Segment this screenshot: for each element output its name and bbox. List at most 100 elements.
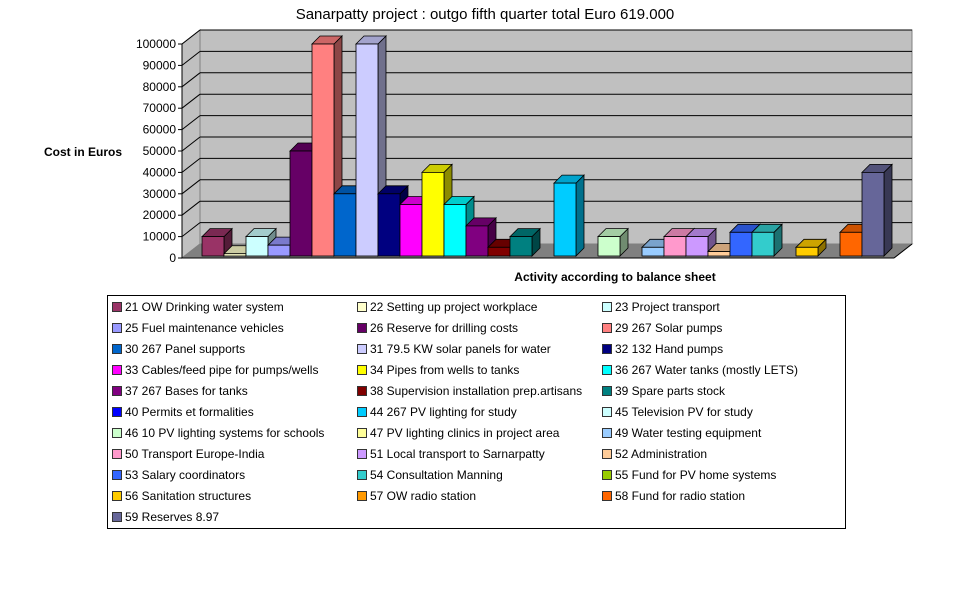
legend-label: 38 Supervision installation prep.artisan… <box>370 384 583 398</box>
legend-label: 40 Permits et formalities <box>125 405 254 419</box>
legend-swatch <box>602 302 612 312</box>
legend-label: 56 Sanitation structures <box>125 489 252 503</box>
bar <box>245 236 269 257</box>
legend-label: 51 Local transport to Sarnarpatty <box>370 447 545 461</box>
x-axis-end <box>893 243 913 259</box>
legend-label: 32 132 Hand pumps <box>615 342 724 356</box>
gridline-side <box>181 179 201 195</box>
bar <box>861 171 885 257</box>
legend-swatch <box>112 491 122 501</box>
legend-label: 47 PV lighting clinics in project area <box>370 426 560 440</box>
gridline-side <box>181 222 201 237</box>
legend-item: 37 267 Bases for tanks <box>112 384 248 398</box>
legend-swatch <box>357 491 367 501</box>
legend-swatch <box>602 407 612 417</box>
legend-item: 53 Salary coordinators <box>112 468 245 482</box>
legend-label: 33 Cables/feed pipe for pumps/wells <box>125 363 319 377</box>
gridline-side <box>181 200 201 216</box>
legend-label: 30 267 Panel supports <box>125 342 246 356</box>
legend-swatch <box>112 470 122 480</box>
legend-label: 54 Consultation Manning <box>370 468 503 482</box>
bar <box>707 251 731 257</box>
bar <box>597 236 621 257</box>
bar-side <box>575 174 585 257</box>
legend-swatch <box>357 323 367 333</box>
legend-label: 57 OW radio station <box>370 489 477 503</box>
bar <box>399 204 423 257</box>
bar <box>465 225 489 257</box>
legend-swatch <box>357 470 367 480</box>
legend-label: 52 Administration <box>615 447 708 461</box>
legend-swatch <box>357 386 367 396</box>
legend-label: 46 10 PV lighting systems for schools <box>125 426 325 440</box>
y-tick-label: 20000 <box>143 208 177 222</box>
bar <box>685 236 709 257</box>
y-tick-label: 10000 <box>143 230 177 244</box>
gridline-side <box>181 93 201 109</box>
legend-label: 31 79.5 KW solar panels for water <box>370 342 551 356</box>
legend-label: 22 Setting up project workplace <box>370 300 538 314</box>
legend-item: 40 Permits et formalities <box>112 405 254 419</box>
legend-swatch <box>602 470 612 480</box>
gridline-side <box>181 158 201 173</box>
legend-label: 45 Television PV for study <box>615 405 753 419</box>
legend-swatch <box>357 302 367 312</box>
legend-item: 46 10 PV lighting systems for schools <box>112 426 324 440</box>
bar <box>223 253 247 257</box>
legend-item: 21 OW Drinking water system <box>112 300 284 314</box>
legend-swatch <box>602 491 612 501</box>
legend-item: 30 267 Panel supports <box>112 342 245 356</box>
legend-item: 34 Pipes from wells to tanks <box>357 363 519 377</box>
legend-item: 26 Reserve for drilling costs <box>357 321 518 335</box>
legend-item: 58 Fund for radio station <box>602 489 745 503</box>
bar <box>311 43 335 257</box>
legend-item: 22 Setting up project workplace <box>357 300 537 314</box>
legend-item: 23 Project transport <box>602 300 720 314</box>
legend-swatch <box>602 365 612 375</box>
bar <box>377 193 401 257</box>
legend-item: 49 Water testing equipment <box>602 426 761 440</box>
y-tick-label: 40000 <box>143 165 177 179</box>
legend-label: 26 Reserve for drilling costs <box>370 321 519 335</box>
legend-label: 53 Salary coordinators <box>125 468 246 482</box>
legend-swatch <box>112 449 122 459</box>
legend-item: 52 Administration <box>602 447 707 461</box>
gridline-side <box>181 72 201 88</box>
legend-label: 59 Reserves 8.97 <box>125 510 220 524</box>
legend-item: 51 Local transport to Sarnarpatty <box>357 447 545 461</box>
bar <box>509 236 533 257</box>
legend-item: 33 Cables/feed pipe for pumps/wells <box>112 363 318 377</box>
legend-item: 31 79.5 KW solar panels for water <box>357 342 551 356</box>
legend: 21 OW Drinking water system 22 Setting up… <box>107 295 846 529</box>
legend-swatch <box>357 407 367 417</box>
bar <box>839 231 863 257</box>
legend-swatch <box>112 428 122 438</box>
bar <box>641 246 665 257</box>
bar <box>355 43 379 257</box>
x-axis-label: Activity according to balance sheet <box>514 270 716 284</box>
bar <box>333 193 357 257</box>
legend-swatch <box>112 323 122 333</box>
legend-label: 29 267 Solar pumps <box>615 321 723 335</box>
bar <box>487 246 511 257</box>
legend-swatch <box>112 407 122 417</box>
legend-item: 25 Fuel maintenance vehicles <box>112 321 284 335</box>
gridline-side <box>181 136 201 152</box>
y-tick-label: 50000 <box>143 144 177 158</box>
legend-swatch <box>357 428 367 438</box>
legend-swatch <box>602 386 612 396</box>
legend-swatch <box>357 449 367 459</box>
legend-label: 58 Fund for radio station <box>615 489 746 503</box>
bar <box>443 204 467 257</box>
legend-item: 56 Sanitation structures <box>112 489 251 503</box>
y-tick-label: 30000 <box>143 187 177 201</box>
legend-item: 47 PV lighting clinics in project area <box>357 426 559 440</box>
legend-item: 57 OW radio station <box>357 489 476 503</box>
legend-label: 36 267 Water tanks (mostly LETS) <box>615 363 798 377</box>
legend-label: 25 Fuel maintenance vehicles <box>125 321 284 335</box>
legend-label: 21 OW Drinking water system <box>125 300 284 314</box>
y-axis-label: Cost in Euros <box>44 145 123 159</box>
bar <box>663 236 687 257</box>
bar <box>421 171 445 257</box>
bar <box>289 150 313 257</box>
